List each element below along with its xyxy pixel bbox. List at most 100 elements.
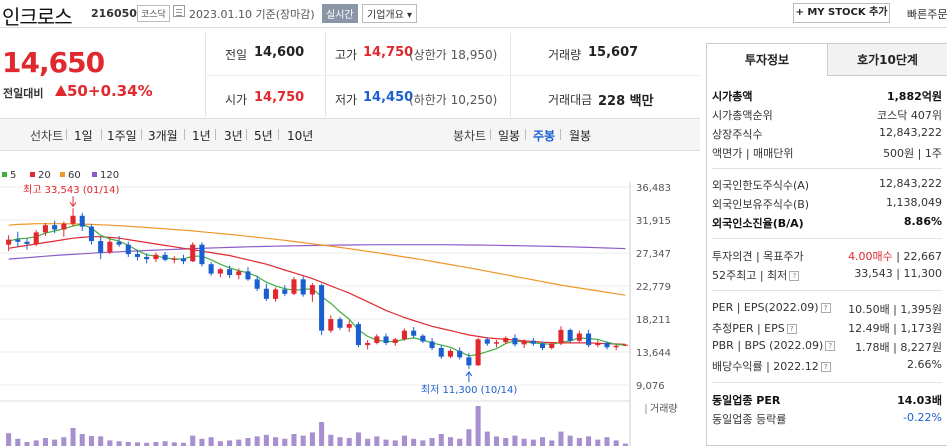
help-icon[interactable]: ? [786,324,797,334]
row-label: 동일업종 등락률 [712,413,787,426]
prev-close-label: 전일 [225,48,248,62]
row-value: 10.50배 | 1,395원 [848,303,942,316]
volume-bar [576,438,582,446]
volume-bar [613,440,619,446]
help-icon[interactable]: ? [820,362,831,372]
volume-value: 15,607 [588,45,639,60]
volume-label: 거래량 [650,403,678,415]
candle-monthly[interactable]: 월봉 [569,129,592,143]
y-tick-label: 36,483 [636,183,671,194]
row-value: 코스닥 407위 [877,109,942,122]
candle-body [346,324,352,328]
row-value: -0.22% [903,411,942,424]
company-info-dropdown[interactable]: 기업개요 ▾ [362,4,417,23]
candle-body [466,357,472,366]
divider [184,129,185,140]
volume-bar [586,436,592,446]
my-stock-add-button[interactable]: + MY STOCK 추가 [793,3,890,23]
volume-bar [355,432,361,446]
candle-body [273,289,279,299]
legend-swatch-20 [30,172,35,177]
candle-weekly[interactable]: 주봉 [533,129,556,143]
period-10y[interactable]: 10년 [287,129,314,143]
volume-bar [493,436,500,446]
volume-bar [374,436,380,446]
volume-label: 거래량 [548,48,582,62]
volume-bar [134,442,141,446]
candle-body [457,350,463,358]
up-arrow-icon [55,85,67,96]
price-chart[interactable]: 5 20 60 120 36,483 31,915 27,347 22,779 18,211 1… [0,152,700,446]
candle-body [217,269,223,274]
period-3y[interactable]: 3년 [224,129,243,143]
period-1d[interactable]: 1일 [74,129,93,143]
candle-daily[interactable]: 일봉 [498,129,521,143]
candle-body [24,241,30,244]
period-1w[interactable]: 1주일 [107,129,137,143]
row-value: 1,882억원 [886,90,942,103]
candle-body [236,271,242,276]
row-value: 4.00매수 | 22,667 [848,248,942,264]
period-3m[interactable]: 3개월 [148,129,178,143]
help-icon[interactable]: ? [825,341,836,351]
legend-swatch-5 [2,172,7,177]
candle-body [493,342,500,344]
candle-body [484,339,490,344]
volume-bar [273,437,279,446]
low-arrowhead [465,371,473,377]
candle-body [15,239,21,242]
help-icon[interactable]: ? [820,303,831,313]
volume-bar [300,435,306,446]
row-label-text: 추정PER | EPS [712,322,785,335]
volume-bar [15,438,21,446]
volume-bar [475,406,481,446]
volume-bar [401,435,407,446]
legend-swatch-120 [92,172,97,177]
stock-code: 216050 [91,7,137,20]
ma60-line [8,223,626,296]
row-label-text: PER | EPS(2022.09) [712,301,819,314]
volume-bar [52,439,58,446]
volume-bar [503,438,509,446]
candle-body [98,241,104,253]
candle-body [337,319,343,328]
y-tick-label: 13,644 [636,348,671,359]
row-label: 배당수익률 | 2022.12? [712,358,831,374]
candle-body [365,342,371,346]
candle-body [291,279,297,294]
candle-body [374,336,380,343]
row-value: 12,843,222 [879,126,942,139]
candle-body [33,232,39,244]
tab-orderbook[interactable]: 호가10단계 [827,44,947,76]
volume-bar [190,435,196,446]
realtime-button[interactable]: 실시간 [322,4,358,23]
volume-bar [365,438,371,446]
candle-body [245,271,251,280]
row-label: 상장주식수 [712,128,763,141]
candle-body [475,339,481,366]
candle-body [549,343,555,348]
quick-order-link[interactable]: 빠른주문 [907,8,947,21]
volume-bar [107,440,113,446]
period-1y[interactable]: 1년 [192,129,211,143]
candle-body [282,289,288,294]
candle-body [254,279,260,289]
company-name: 인크로스 [2,5,73,29]
period-5y[interactable]: 5년 [254,129,273,143]
candle-body [383,336,389,343]
candle-body [595,342,601,346]
open-value: 14,750 [254,90,305,105]
volume-bar [180,442,187,446]
volume-bars: 거래량 [6,403,678,446]
divider [66,129,67,140]
tab-invest-info[interactable]: 투자정보 [707,44,827,76]
candle-body [125,244,131,255]
calendar-icon [173,5,185,17]
help-icon[interactable]: ? [789,271,800,281]
volume-bar [70,428,76,446]
volume-bar [521,438,527,446]
volume-bar [438,434,444,446]
row-per-eps: PER | EPS(2022.09)? 10.50배 | 1,395원 [712,301,942,320]
row-opinion: 투자의견 | 목표주가 4.00매수 | 22,667 [712,248,942,267]
row-label: 52주최고 | 최저? [712,267,800,283]
